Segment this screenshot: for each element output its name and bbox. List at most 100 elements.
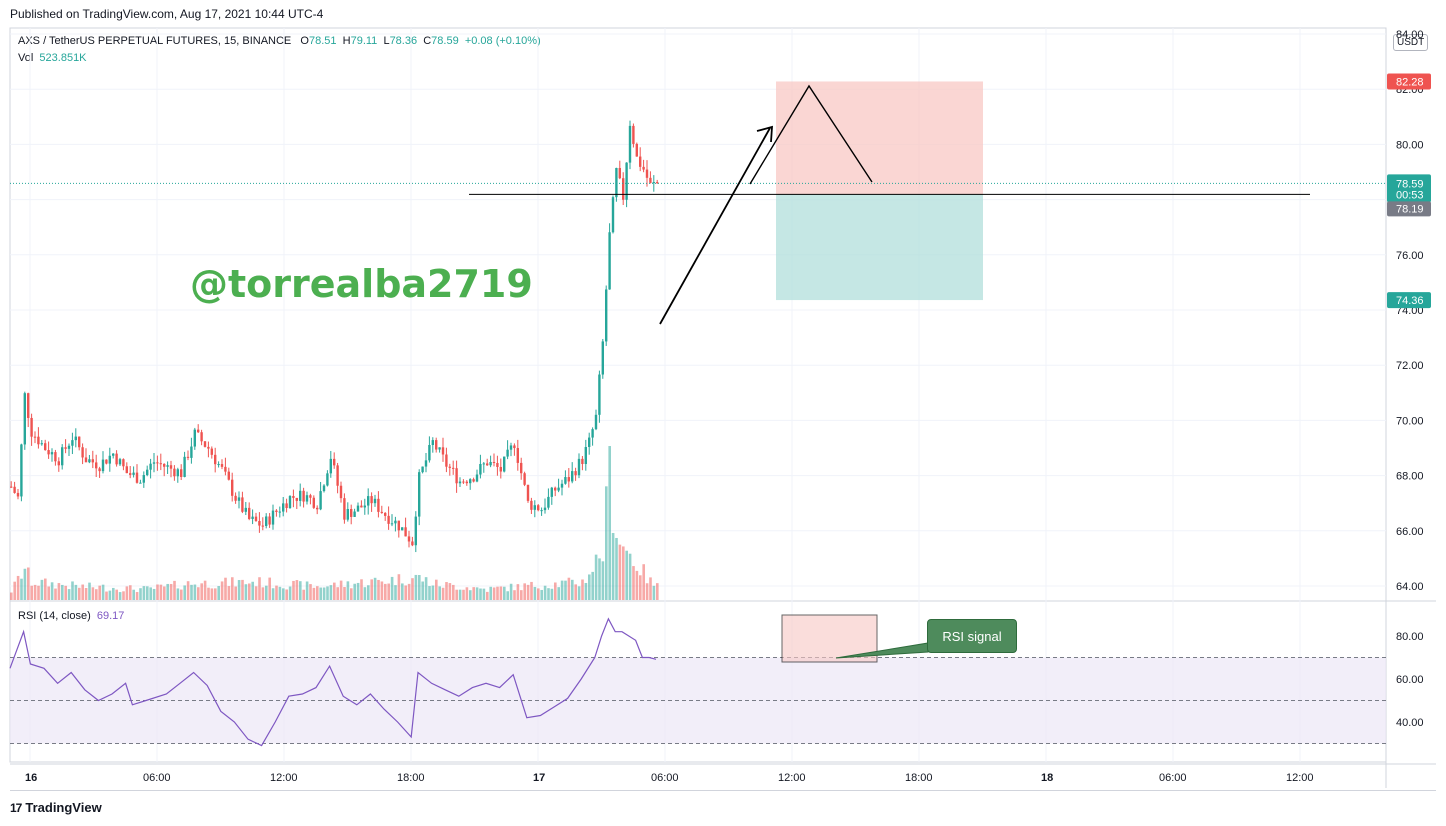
volume-bar (475, 587, 479, 600)
target-price-tag: 74.36 (1396, 295, 1424, 307)
candle-down (441, 447, 445, 455)
candle-up (615, 167, 618, 198)
candle-up (74, 436, 77, 441)
candle-down (360, 505, 363, 508)
close-value: 78.59 (431, 35, 459, 47)
volume-bar (387, 583, 390, 600)
volume-bar (421, 581, 424, 600)
candle-up (88, 459, 91, 463)
currency-button[interactable]: USDT (1393, 34, 1429, 51)
candle-down (254, 516, 258, 521)
volume-bar (132, 589, 135, 600)
candle-down (169, 465, 173, 469)
candle-up (118, 459, 122, 465)
candle-down (81, 447, 84, 458)
volume-bar (248, 583, 251, 600)
candle-up (139, 482, 142, 484)
author-watermark: @torrealba2719 (190, 262, 533, 306)
volume-bar (244, 584, 248, 600)
candle-down (210, 448, 213, 455)
candle-up (601, 341, 604, 375)
volume-legend: Vol 523.851K (18, 52, 87, 64)
candle-down (523, 473, 526, 485)
volume-bar (329, 585, 333, 600)
volume-bar (455, 589, 458, 600)
candle-down (57, 461, 60, 466)
volume-bar (458, 589, 462, 600)
candle-up (611, 197, 615, 233)
volume-bar (251, 581, 254, 600)
candle-down (370, 496, 373, 504)
candle-down (115, 453, 118, 465)
volume-bar (513, 590, 516, 600)
candle-up (149, 463, 152, 470)
trend-arrow[interactable] (659, 127, 771, 325)
candle-down (377, 498, 380, 512)
candle-down (380, 511, 383, 513)
volume-bar (288, 586, 292, 600)
volume-bar (190, 584, 193, 600)
volume-bar (163, 586, 166, 600)
volume-bar (645, 583, 649, 600)
change-value: +0.08 (+0.10%) (464, 35, 541, 47)
candle-down (30, 417, 33, 437)
candle-up (319, 491, 322, 510)
volume-bar (611, 532, 615, 600)
volume-bar (88, 582, 91, 600)
volume-bar (656, 583, 659, 600)
close-label: C (423, 35, 432, 47)
stop-loss-zone[interactable] (776, 81, 983, 195)
time-tick-label: 12:00 (270, 772, 298, 784)
candle-down (37, 436, 40, 445)
candle-down (496, 462, 499, 467)
footer-brand[interactable]: 17 TradingView (10, 800, 102, 815)
volume-bar (10, 592, 13, 600)
volume-bar (503, 586, 506, 600)
candle-up (40, 443, 43, 445)
volume-bar (282, 588, 285, 600)
candle-down (554, 487, 557, 491)
candle-up (608, 232, 611, 290)
rsi-signal-callout[interactable]: RSI signal (927, 619, 1017, 653)
time-tick-label: 18:00 (397, 772, 425, 784)
chart-canvas[interactable]: 64.0066.0068.0070.0072.0074.0076.0078.00… (0, 0, 1446, 800)
price-tick-label: 76.00 (1396, 250, 1424, 262)
volume-bar (537, 588, 540, 600)
volume-bar (598, 558, 601, 600)
candle-down (397, 520, 400, 531)
candle-down (622, 178, 625, 200)
volume-bar (57, 583, 61, 600)
candle-up (142, 475, 145, 483)
candle-up (438, 447, 441, 450)
candle-down (234, 495, 237, 501)
volume-bar (407, 583, 411, 600)
candle-down (645, 169, 649, 178)
candle-down (649, 177, 652, 183)
candle-down (513, 445, 516, 449)
candle-down (261, 525, 264, 527)
volume-bar (108, 590, 112, 600)
volume-bar (139, 588, 142, 600)
volume-bar (496, 586, 499, 600)
candle-down (492, 461, 496, 463)
low-value: 78.36 (389, 35, 418, 47)
triangle-pattern[interactable] (749, 84, 873, 185)
candle-up (329, 458, 332, 474)
volume-bar (557, 587, 560, 600)
candle-up (265, 516, 268, 526)
volume-bar (520, 590, 523, 600)
volume-bar (652, 585, 656, 600)
volume-bar (605, 486, 608, 600)
volume-bar (356, 582, 360, 600)
volume-bar (346, 581, 350, 600)
candle-down (197, 429, 200, 433)
volume-bar (258, 577, 261, 600)
volume-bar (336, 587, 339, 600)
take-profit-zone[interactable] (776, 194, 983, 301)
stop-price-tag-bg (1387, 73, 1431, 90)
volume-bar (91, 587, 95, 600)
volume-bar (81, 584, 84, 600)
volume-bar (499, 586, 503, 600)
candle-down (84, 457, 88, 463)
candle-down (47, 450, 50, 455)
